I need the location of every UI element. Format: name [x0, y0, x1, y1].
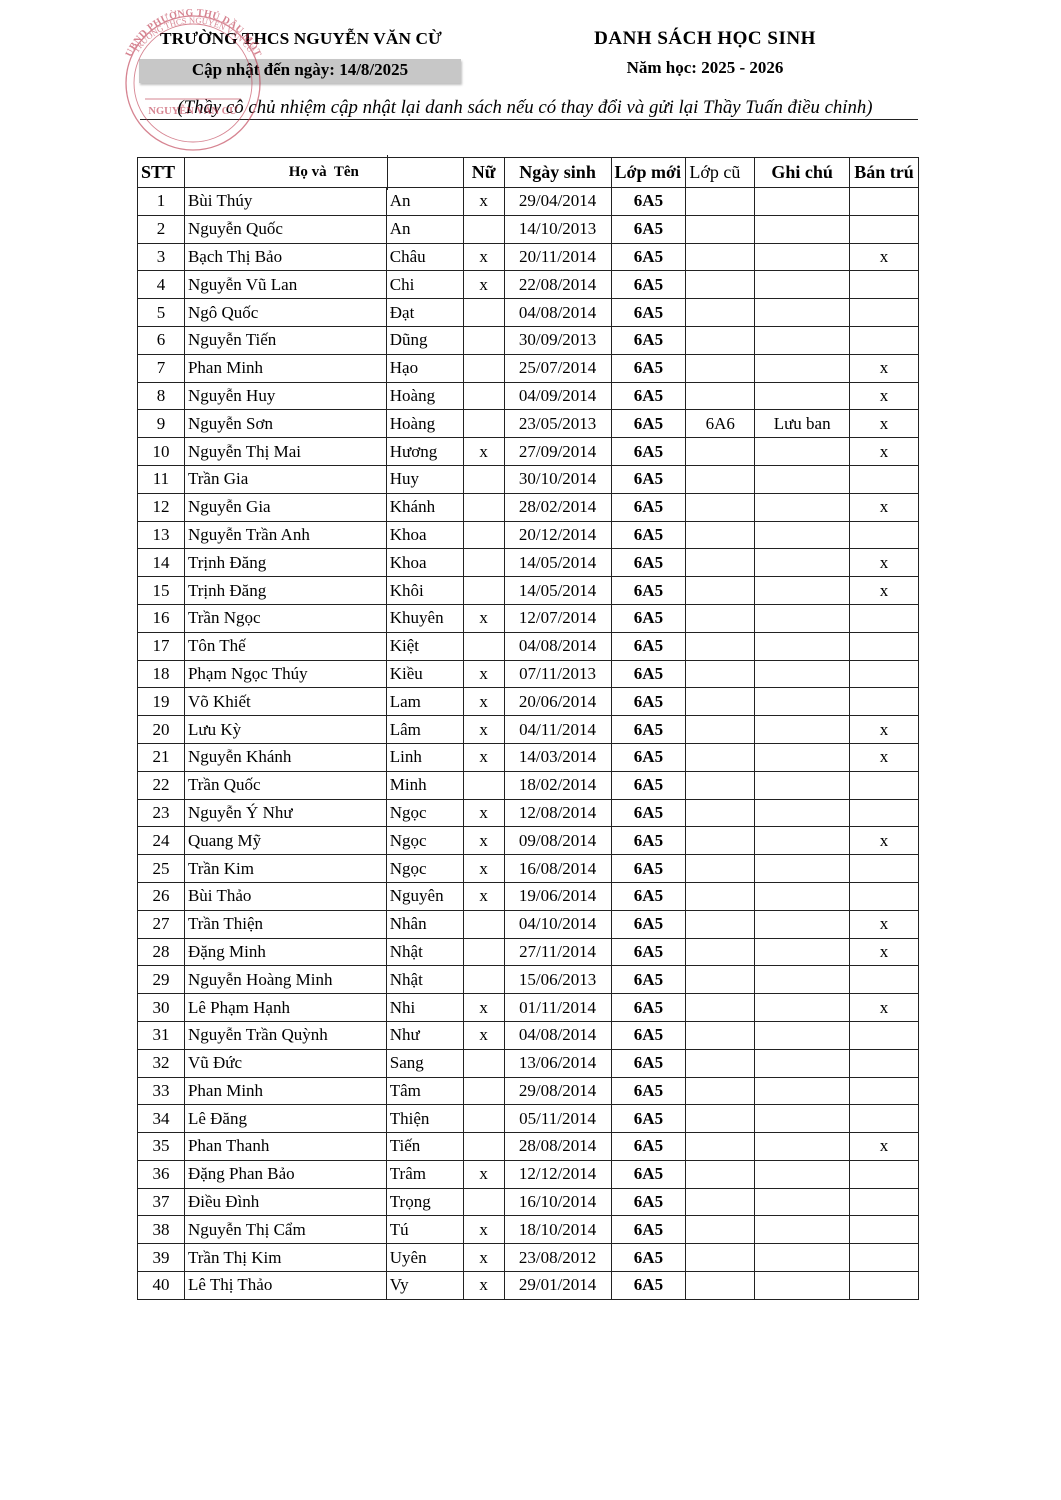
svg-text:NGUYỄN VĂN CỪ: NGUYỄN VĂN CỪ [148, 104, 238, 117]
svg-text:TRƯỜNG THCS NGUYỄN VĂN CỪ: TRƯỜNG THCS NGUYỄN VĂN CỪ [131, 15, 256, 55]
